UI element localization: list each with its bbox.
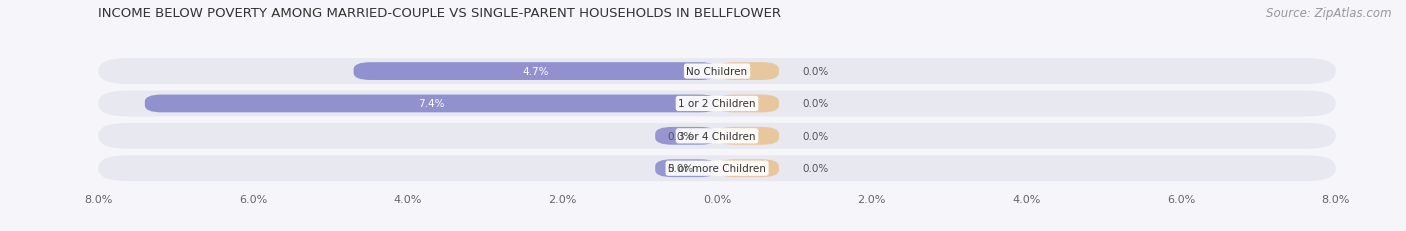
Text: 5 or more Children: 5 or more Children	[668, 164, 766, 173]
Text: 0.0%: 0.0%	[801, 99, 828, 109]
Text: 0.0%: 0.0%	[668, 131, 695, 141]
FancyBboxPatch shape	[98, 59, 1336, 85]
Text: No Children: No Children	[686, 67, 748, 77]
FancyBboxPatch shape	[98, 155, 1336, 181]
FancyBboxPatch shape	[145, 95, 717, 113]
Text: 7.4%: 7.4%	[418, 99, 444, 109]
Text: 3 or 4 Children: 3 or 4 Children	[678, 131, 756, 141]
FancyBboxPatch shape	[717, 127, 779, 145]
FancyBboxPatch shape	[717, 63, 779, 81]
FancyBboxPatch shape	[717, 160, 779, 177]
Text: 4.7%: 4.7%	[522, 67, 548, 77]
Text: 0.0%: 0.0%	[801, 164, 828, 173]
FancyBboxPatch shape	[655, 160, 717, 177]
FancyBboxPatch shape	[353, 63, 717, 81]
FancyBboxPatch shape	[98, 123, 1336, 149]
Text: 0.0%: 0.0%	[668, 164, 695, 173]
Text: 0.0%: 0.0%	[801, 131, 828, 141]
Text: INCOME BELOW POVERTY AMONG MARRIED-COUPLE VS SINGLE-PARENT HOUSEHOLDS IN BELLFLO: INCOME BELOW POVERTY AMONG MARRIED-COUPL…	[98, 7, 782, 20]
Text: 1 or 2 Children: 1 or 2 Children	[678, 99, 756, 109]
FancyBboxPatch shape	[655, 127, 717, 145]
FancyBboxPatch shape	[98, 91, 1336, 117]
FancyBboxPatch shape	[717, 95, 779, 113]
Text: Source: ZipAtlas.com: Source: ZipAtlas.com	[1267, 7, 1392, 20]
Text: 0.0%: 0.0%	[801, 67, 828, 77]
